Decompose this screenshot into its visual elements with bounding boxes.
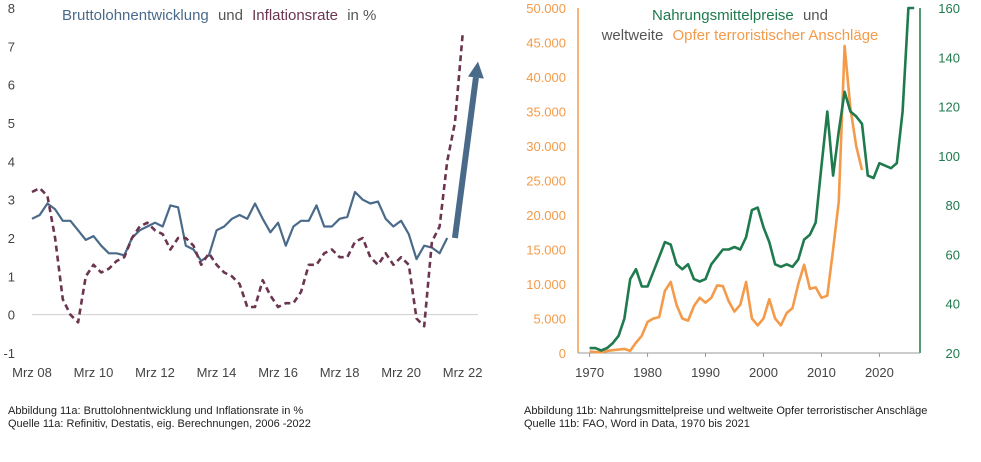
- x-tick-label: Mrz 18: [320, 365, 360, 380]
- caption-right-source: Quelle 11b: FAO, Word in Data, 1970 bis …: [524, 418, 750, 430]
- series-line-bruttolohnentwicklung: [31, 190, 449, 263]
- y-right-tick-label: 20: [946, 346, 960, 361]
- x-tick-label: Mrz 12: [135, 365, 175, 380]
- x-tick-label: 2000: [749, 365, 778, 380]
- x-tick-label: 2020: [865, 365, 894, 380]
- y-left-tick-label: 10.000: [526, 277, 566, 292]
- x-tick-label: Mrz 22: [443, 365, 483, 380]
- series-line-inflationsrate: [31, 34, 464, 328]
- title-wage-growth: Bruttolohnentwicklung: [62, 7, 209, 24]
- x-axis-ticks: Mrz 08 Mrz 10 Mrz 12 Mrz 14 Mrz 16 Mrz 18 Mrz …: [12, 365, 482, 380]
- x-tick-label: 1970: [575, 365, 604, 380]
- x-tick-label: 1990: [691, 365, 720, 380]
- y-left-tick-label: 20.000: [526, 208, 566, 223]
- caption-right-figure: Abbildung 11b: Nahrungsmittelpreise und …: [524, 405, 928, 417]
- y-right-tick-label: 160: [938, 1, 960, 16]
- x-tick-label: 1980: [633, 365, 662, 380]
- title-percent: in %: [347, 7, 376, 24]
- svg-text:weltweite Opfer terroris: weltweite Opfer terroristischer Anschläg…: [601, 27, 879, 44]
- y-tick-label: 8: [8, 1, 15, 16]
- y-tick-label: 7: [8, 39, 15, 54]
- y-axis-left-ticks: 0 5.000 10.000 15.000 20.000 25.000 30.000 35.0…: [526, 1, 566, 361]
- y-right-tick-label: 140: [938, 50, 960, 65]
- series-line-food-prices: [589, 6, 915, 352]
- trend-arrow-head: [467, 61, 484, 79]
- y-tick-label: 1: [8, 269, 15, 284]
- title-inflation: Inflationsrate: [252, 7, 338, 24]
- title-food-prices: Nahrungsmittelpreise: [652, 7, 794, 24]
- series-group: [31, 34, 484, 328]
- y-tick-label: 4: [8, 154, 15, 169]
- y-tick-label: 2: [8, 231, 15, 246]
- title-worldwide: weltweite: [601, 27, 664, 44]
- chart-wage-inflation: Bruttolohnentwicklung und Inflationsrate…: [3, 1, 484, 380]
- y-tick-label: 0: [8, 308, 15, 323]
- trend-arrow-shaft: [451, 77, 479, 239]
- x-tick-label: Mrz 14: [197, 365, 237, 380]
- y-left-tick-label: 15.000: [526, 243, 566, 258]
- series-line-terror-victims: [589, 44, 864, 354]
- series-group: [589, 6, 915, 354]
- y-axis-right-ticks: 20 40 60 80 100 120 140 160: [938, 1, 960, 361]
- y-left-tick-label: 5.000: [533, 312, 566, 327]
- y-left-tick-label: 40.000: [526, 70, 566, 85]
- x-axis-ticks: 1970 1980 1990 2000 2010 2020: [575, 353, 894, 380]
- y-axis-ticks: 8 7 6 5 4 3 2 1 0 -1: [3, 1, 15, 361]
- y-left-tick-label: 45.000: [526, 36, 566, 51]
- y-left-tick-label: 25.000: [526, 174, 566, 189]
- x-tick-label: Mrz 20: [381, 365, 421, 380]
- caption-left: Abbildung 11a: Bruttolohnentwicklung und…: [8, 405, 311, 431]
- y-tick-label: -1: [3, 346, 15, 361]
- y-right-tick-label: 80: [946, 198, 960, 213]
- y-left-tick-label: 0: [559, 346, 566, 361]
- caption-left-figure: Abbildung 11a: Bruttolohnentwicklung und…: [8, 405, 304, 417]
- title-und: und: [803, 7, 828, 24]
- x-tick-label: Mrz 16: [258, 365, 298, 380]
- y-right-tick-label: 120: [938, 100, 960, 115]
- x-tick-label: Mrz 08: [12, 365, 52, 380]
- caption-left-source: Quelle 11a: Refinitiv, Destatis, eig. Be…: [8, 418, 311, 430]
- y-right-tick-label: 100: [938, 149, 960, 164]
- x-tick-label: 2010: [807, 365, 836, 380]
- x-tick-label: Mrz 10: [74, 365, 114, 380]
- y-left-tick-label: 30.000: [526, 139, 566, 154]
- y-left-tick-label: 35.000: [526, 105, 566, 120]
- title-terror-victims: Opfer terroristischer Anschläge: [672, 27, 878, 44]
- y-tick-label: 5: [8, 116, 15, 131]
- chart-food-terror: Nahrungsmittelpreise und weltweite Opfer…: [526, 1, 960, 380]
- y-left-tick-label: 50.000: [526, 1, 566, 16]
- title-and: und: [218, 7, 243, 24]
- y-right-tick-label: 60: [946, 247, 960, 262]
- svg-text:Nahrungsmittelpreise und: Nahrungsmittelpreise und: [652, 7, 828, 24]
- caption-right: Abbildung 11b: Nahrungsmittelpreise und …: [524, 405, 944, 431]
- y-tick-label: 6: [8, 78, 15, 93]
- svg-text:Bruttolohnentwicklung un: Bruttolohnentwicklung und Inflationsrate…: [62, 7, 376, 24]
- y-right-tick-label: 40: [946, 297, 960, 312]
- y-tick-label: 3: [8, 193, 15, 208]
